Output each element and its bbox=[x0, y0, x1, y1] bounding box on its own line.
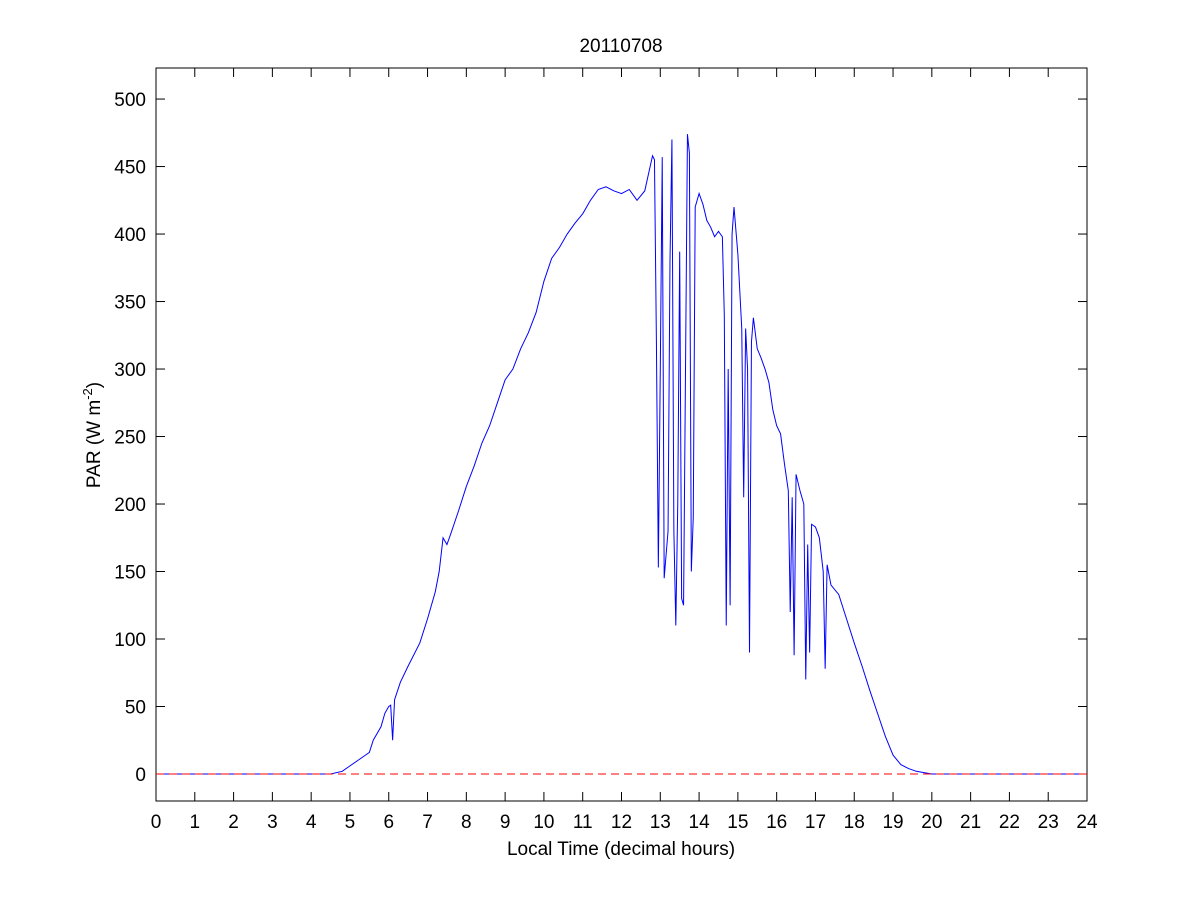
x-axis-label: Local Time (decimal hours) bbox=[507, 839, 735, 860]
x-tick-label: 21 bbox=[960, 812, 981, 833]
y-tick-label: 450 bbox=[114, 158, 146, 179]
x-tick-label: 4 bbox=[306, 812, 317, 833]
chart-title: 20110708 bbox=[579, 36, 662, 57]
x-tick-label: 20 bbox=[921, 812, 942, 833]
y-tick-label: 250 bbox=[114, 428, 146, 449]
y-tick-label: 100 bbox=[114, 630, 146, 651]
x-tick-label: 0 bbox=[151, 812, 162, 833]
y-tick-label: 300 bbox=[114, 360, 146, 381]
x-tick-label: 6 bbox=[383, 812, 394, 833]
y-tick-label: 0 bbox=[135, 765, 146, 786]
x-tick-label: 24 bbox=[1076, 812, 1098, 833]
y-label-sup: -2 bbox=[80, 388, 95, 400]
x-tick-label: 14 bbox=[689, 812, 711, 833]
x-tick-label: 12 bbox=[611, 812, 632, 833]
x-tick-label: 23 bbox=[1038, 812, 1059, 833]
x-tick-label: 18 bbox=[844, 812, 865, 833]
x-tick-label: 5 bbox=[345, 812, 356, 833]
plot-frame bbox=[155, 67, 1088, 802]
y-tick-label: 350 bbox=[114, 293, 146, 314]
x-tick-label: 11 bbox=[573, 812, 593, 833]
y-tick-label: 400 bbox=[114, 225, 146, 246]
y-tick-label: 500 bbox=[114, 90, 146, 111]
y-axis-label: PAR (W m-2) bbox=[80, 382, 105, 488]
x-tick-label: 10 bbox=[533, 812, 554, 833]
y-tick-label: 200 bbox=[114, 495, 146, 516]
x-tick-label: 16 bbox=[766, 812, 787, 833]
y-label-end: ) bbox=[84, 382, 105, 388]
x-tick-label: 2 bbox=[228, 812, 239, 833]
x-tick-label: 9 bbox=[500, 812, 511, 833]
x-tick-label: 13 bbox=[650, 812, 671, 833]
x-tick-label: 19 bbox=[882, 812, 903, 833]
x-tick-label: 8 bbox=[461, 812, 472, 833]
x-tick-label: 15 bbox=[727, 812, 748, 833]
y-label-main: PAR (W m bbox=[84, 400, 105, 488]
line-series bbox=[156, 134, 1087, 775]
y-tick-label: 50 bbox=[125, 698, 146, 719]
x-tick-label: 1 bbox=[190, 812, 201, 833]
x-tick-label: 3 bbox=[267, 812, 278, 833]
x-tick-label: 22 bbox=[999, 812, 1020, 833]
y-tick-label: 150 bbox=[114, 563, 146, 584]
x-tick-label: 7 bbox=[422, 812, 433, 833]
x-tick-label: 17 bbox=[805, 812, 826, 833]
